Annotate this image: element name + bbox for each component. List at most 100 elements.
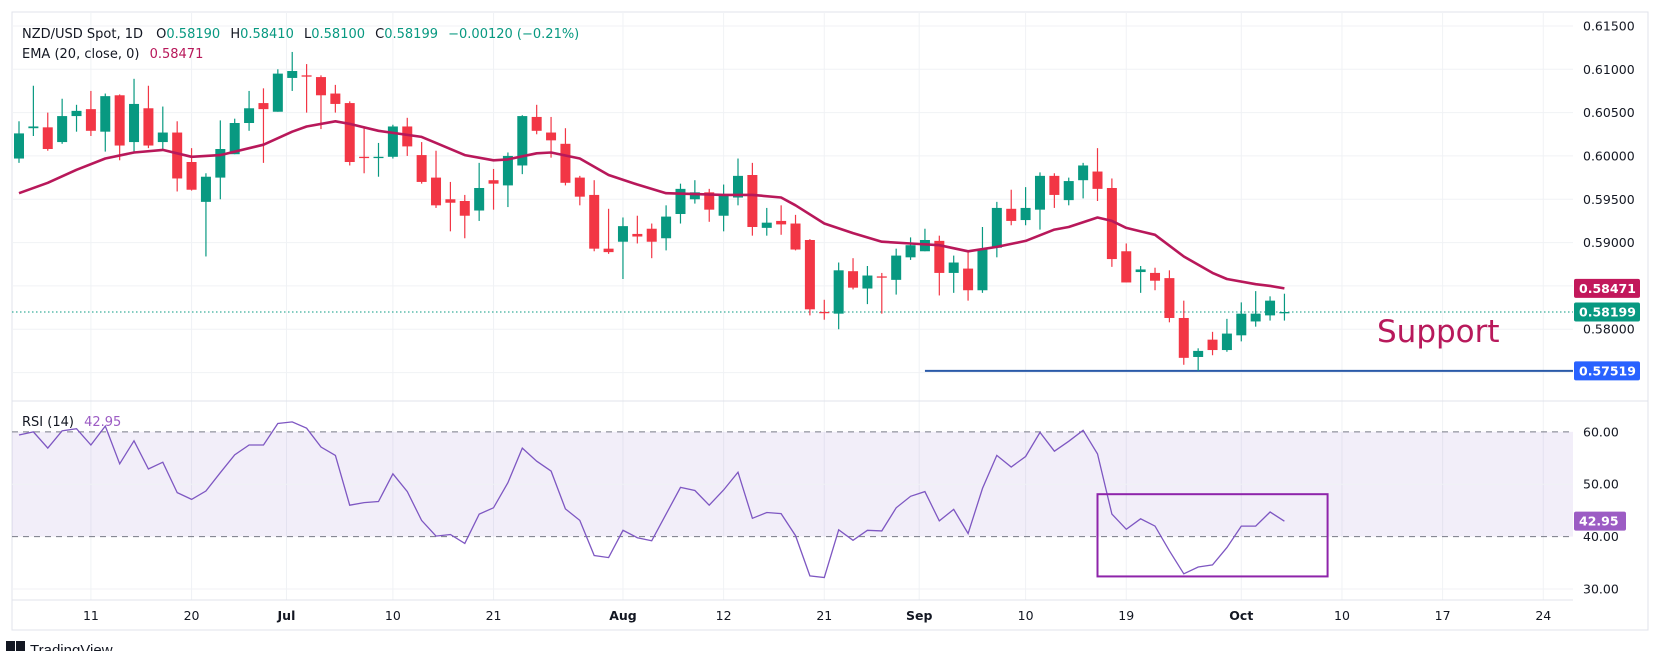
candle[interactable]	[776, 205, 787, 235]
candle[interactable]	[1092, 148, 1103, 201]
candle[interactable]	[229, 118, 240, 155]
price-axis-label: 0.61500	[1583, 18, 1635, 33]
candle[interactable]	[517, 115, 528, 175]
candle[interactable]	[1078, 162, 1089, 199]
candle[interactable]	[905, 237, 916, 260]
candle[interactable]	[804, 239, 815, 316]
candle[interactable]	[603, 208, 614, 254]
candle[interactable]	[57, 98, 68, 144]
candle[interactable]	[1034, 172, 1045, 230]
candle[interactable]	[531, 104, 542, 135]
candle[interactable]	[258, 88, 269, 163]
candle[interactable]	[761, 207, 772, 236]
candle[interactable]	[1279, 293, 1290, 321]
rsi-axis[interactable]: 60.00 50.00 40.00 30.00	[1583, 424, 1619, 596]
candle[interactable]	[330, 84, 341, 113]
candle[interactable]	[963, 252, 974, 301]
candle[interactable]	[1207, 331, 1218, 356]
time-axis[interactable]: 11 20 Jul 10 21 Aug 12 21 Sep 10 19 Oct 10 17 24	[83, 608, 1551, 623]
candle[interactable]	[574, 175, 585, 206]
candle[interactable]	[833, 262, 844, 330]
rsi-highlight-box[interactable]	[1096, 493, 1329, 578]
time-axis-label: 11	[83, 608, 99, 623]
candle[interactable]	[977, 226, 988, 293]
candle[interactable]	[301, 64, 312, 113]
candle[interactable]	[416, 142, 427, 184]
candle[interactable]	[373, 142, 384, 177]
support-annotation[interactable]: Support	[1377, 314, 1500, 350]
candle[interactable]	[14, 121, 24, 163]
candle[interactable]	[1236, 302, 1247, 342]
candle[interactable]	[718, 184, 729, 232]
candle[interactable]	[689, 180, 700, 204]
candle[interactable]	[589, 180, 600, 252]
candle[interactable]	[1121, 243, 1132, 283]
rsi-legend[interactable]: RSI (14) 42.95	[22, 415, 121, 430]
candle[interactable]	[431, 150, 442, 208]
candle[interactable]	[819, 299, 830, 320]
candle[interactable]	[344, 101, 355, 166]
candle[interactable]	[948, 255, 959, 293]
candle[interactable]	[1063, 177, 1074, 206]
candle[interactable]	[215, 120, 226, 200]
candle[interactable]	[474, 162, 485, 221]
candle[interactable]	[172, 121, 183, 192]
candle[interactable]	[129, 78, 140, 152]
candle[interactable]	[1250, 291, 1261, 327]
candle[interactable]	[488, 168, 499, 210]
candle[interactable]	[1164, 270, 1175, 323]
candle-body	[589, 194, 600, 249]
candle[interactable]	[186, 148, 197, 191]
candle[interactable]	[1020, 187, 1031, 226]
candle[interactable]	[876, 272, 887, 314]
ema-legend[interactable]: EMA (20, close, 0) 0.58471	[22, 47, 203, 62]
candle[interactable]	[100, 93, 111, 152]
candle[interactable]	[445, 181, 456, 232]
candle[interactable]	[632, 215, 643, 244]
candle[interactable]	[387, 124, 398, 159]
candle[interactable]	[733, 158, 743, 206]
candle[interactable]	[1221, 318, 1232, 352]
candle[interactable]	[157, 106, 168, 150]
price-axis[interactable]: 0.61500 0.61000 0.60500 0.60000 0.59500 0.590…	[1583, 18, 1635, 336]
candle[interactable]	[28, 85, 39, 137]
symbol-title[interactable]: NZD/USD Spot, 1D	[22, 27, 143, 42]
candle-body	[114, 95, 125, 146]
candle[interactable]	[1150, 267, 1161, 291]
candle[interactable]	[747, 162, 758, 236]
candle[interactable]	[502, 152, 513, 208]
candle[interactable]	[315, 75, 326, 130]
candle[interactable]	[1006, 189, 1017, 226]
candle[interactable]	[617, 217, 628, 279]
candle[interactable]	[790, 214, 801, 251]
candle[interactable]	[675, 183, 686, 224]
candle-body	[517, 116, 528, 166]
candle[interactable]	[42, 112, 53, 151]
candle[interactable]	[200, 173, 211, 257]
candle[interactable]	[114, 94, 125, 161]
candle[interactable]	[359, 126, 370, 174]
candle[interactable]	[1265, 296, 1276, 321]
candle[interactable]	[272, 69, 283, 112]
candle[interactable]	[661, 205, 672, 251]
candle[interactable]	[1049, 173, 1060, 208]
candle[interactable]	[1106, 178, 1117, 267]
candle-body	[359, 156, 370, 159]
candle[interactable]	[85, 90, 96, 137]
candle[interactable]	[1193, 348, 1204, 371]
candle[interactable]	[143, 85, 154, 149]
candle[interactable]	[848, 258, 859, 290]
candle[interactable]	[1178, 300, 1189, 365]
candle[interactable]	[891, 248, 902, 295]
candle[interactable]	[287, 51, 298, 91]
candle[interactable]	[71, 104, 82, 132]
candle[interactable]	[402, 117, 413, 156]
candle[interactable]	[1135, 265, 1146, 293]
candle[interactable]	[459, 194, 470, 239]
candle[interactable]	[862, 265, 873, 305]
candle[interactable]	[646, 223, 657, 259]
candle-body	[1221, 333, 1232, 351]
candle[interactable]	[546, 116, 557, 158]
candle[interactable]	[244, 90, 255, 131]
